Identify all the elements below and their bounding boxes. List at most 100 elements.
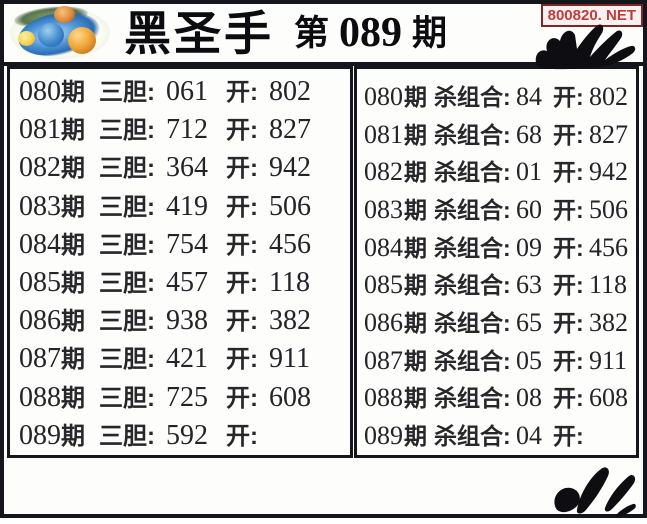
open-result: 608 (269, 381, 311, 413)
open-label: 开: (226, 270, 258, 298)
table-row: 087 期杀组合: 05 开: 911 (364, 342, 634, 376)
open-label: 开: (226, 193, 258, 221)
three-dan-panel: 080 期三胆: 061 开: 802 081 期三胆: 712 开: 827 082 期三胆: 3… (7, 66, 353, 458)
tip-label: 杀组合: (434, 272, 511, 299)
tip-label: 三胆: (99, 193, 155, 221)
tip-value: 457 (166, 267, 208, 299)
period-suffix: 期 (61, 346, 85, 374)
open-result: 827 (589, 119, 628, 149)
open-label: 开: (553, 309, 584, 336)
three-dan-rows: 080 期三胆: 061 开: 802 081 期三胆: 712 开: 827 082 期三胆: 3… (10, 69, 350, 455)
open-label: 开: (226, 384, 258, 412)
tip-label: 杀组合: (434, 423, 511, 450)
period-suffix: 期 (404, 423, 427, 450)
page-title: 黑圣手 第 089 期 (124, 4, 447, 62)
open-result: 942 (589, 157, 628, 187)
tip-label: 三胆: (99, 346, 155, 374)
open-label: 开: (553, 121, 584, 148)
period-number: 082 (364, 157, 403, 187)
open-result: 456 (589, 232, 628, 262)
tip-value: 68 (516, 119, 542, 149)
open-label: 开: (226, 231, 258, 259)
open-label: 开: (553, 83, 584, 110)
period-number: 084 (364, 232, 403, 262)
open-label: 开: (553, 272, 584, 299)
open-result: 942 (269, 152, 311, 184)
table-row: 080 期杀组合: 84 开: 802 (364, 78, 634, 112)
period-suffix: 期 (404, 272, 427, 299)
table-row: 083 期杀组合: 60 开: 506 (364, 191, 634, 225)
period-suffix: 期 (61, 79, 85, 107)
table-row: 084 期杀组合: 09 开: 456 (364, 229, 634, 263)
open-label: 开: (553, 196, 584, 223)
tip-label: 杀组合: (434, 196, 511, 223)
tip-value: 364 (166, 152, 208, 184)
period-number: 083 (19, 190, 61, 222)
table-row: 084 期三胆: 754 开: 456 (19, 225, 348, 261)
table-row: 086 期杀组合: 65 开: 382 (364, 304, 634, 338)
period-suffix: 期 (61, 270, 85, 298)
tip-label: 杀组合: (434, 385, 511, 412)
period-number: 089 (364, 421, 403, 451)
tip-value: 63 (516, 270, 542, 300)
open-result: 608 (589, 383, 628, 413)
open-result: 802 (589, 81, 628, 111)
tip-label: 三胆: (99, 270, 155, 298)
period-number: 086 (364, 307, 403, 337)
tip-value: 592 (166, 419, 208, 451)
lottery-logo-icon (8, 5, 112, 61)
tip-value: 419 (166, 190, 208, 222)
issue-label: 第 (294, 13, 330, 53)
table-row: 087 期三胆: 421 开: 911 (19, 339, 348, 375)
open-result: 506 (589, 194, 628, 224)
tip-label: 杀组合: (434, 159, 511, 186)
table-row: 082 期杀组合: 01 开: 942 (364, 153, 634, 187)
open-result: 911 (269, 343, 310, 375)
header-divider (4, 62, 643, 66)
tip-value: 725 (166, 381, 208, 413)
period-suffix: 期 (404, 159, 427, 186)
open-label: 开: (226, 346, 258, 374)
table-row: 081 期三胆: 712 开: 827 (19, 110, 348, 146)
period-suffix: 期 (61, 193, 85, 221)
period-suffix: 期 (61, 117, 85, 145)
period-suffix: 期 (404, 196, 427, 223)
open-label: 开: (226, 117, 258, 145)
period-suffix: 期 (404, 385, 427, 412)
site-badge: 800820. NET (540, 4, 643, 27)
open-label: 开: (226, 308, 258, 336)
tip-label: 三胆: (99, 384, 155, 412)
period-number: 080 (364, 81, 403, 111)
tip-value: 05 (516, 345, 542, 375)
period-suffix: 期 (404, 309, 427, 336)
table-row: 088 期三胆: 725 开: 608 (19, 378, 348, 414)
tip-value: 712 (166, 114, 208, 146)
period-number: 082 (19, 152, 61, 184)
open-result: 382 (269, 305, 311, 337)
open-label: 开: (553, 347, 584, 374)
tip-value: 09 (516, 232, 542, 262)
table-row: 088 期杀组合: 08 开: 608 (364, 379, 634, 413)
open-label: 开: (553, 234, 584, 261)
footer-strip (7, 460, 639, 514)
tip-label: 杀组合: (434, 234, 511, 261)
tip-value: 60 (516, 194, 542, 224)
table-row: 080 期三胆: 061 开: 802 (19, 72, 348, 108)
table-row: 089 期三胆: 592 开: (19, 416, 348, 452)
open-result: 382 (589, 307, 628, 337)
period-suffix: 期 (61, 231, 85, 259)
tip-value: 65 (516, 307, 542, 337)
open-label: 开: (226, 422, 258, 450)
open-label: 开: (226, 155, 258, 183)
open-result: 118 (589, 270, 628, 300)
period-suffix: 期 (61, 155, 85, 183)
period-suffix: 期 (404, 121, 427, 148)
tip-label: 三胆: (99, 231, 155, 259)
tip-label: 三胆: (99, 422, 155, 450)
open-label: 开: (553, 423, 584, 450)
period-number: 088 (19, 381, 61, 413)
tip-label: 杀组合: (434, 121, 511, 148)
period-number: 085 (19, 267, 61, 299)
period-number: 089 (19, 419, 61, 451)
